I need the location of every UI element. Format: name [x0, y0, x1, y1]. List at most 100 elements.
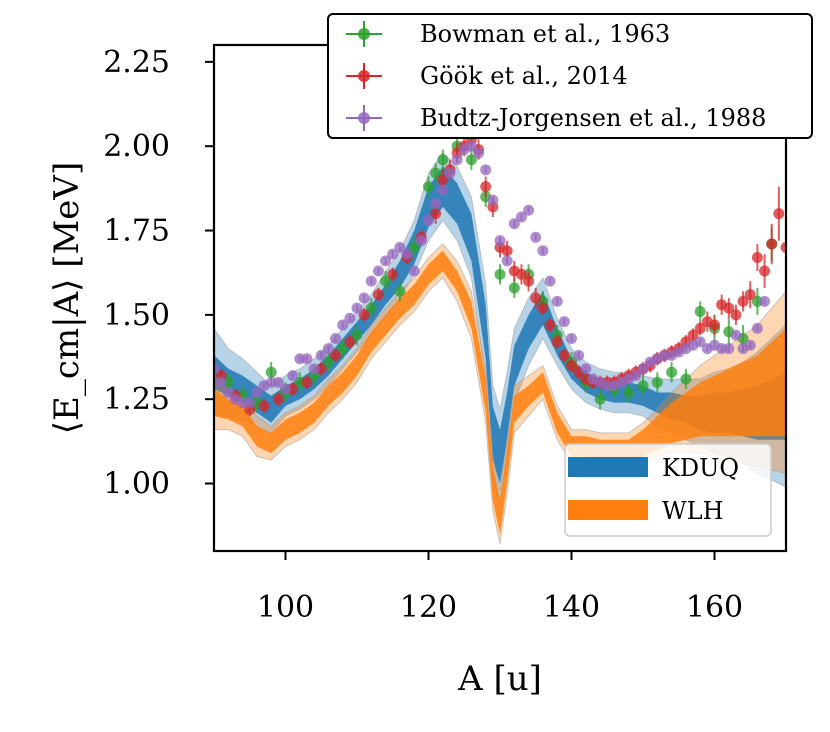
point-g-k-et-al-2014 — [537, 302, 549, 314]
point-budtz-jorgensen-et-al-1988 — [322, 343, 334, 355]
point-g-k-et-al-2014 — [687, 329, 699, 341]
point-g-k-et-al-2014 — [730, 309, 742, 321]
point-budtz-jorgensen-et-al-1988 — [244, 397, 256, 409]
point-budtz-jorgensen-et-al-1988 — [751, 322, 763, 334]
x-tick-label: 120 — [400, 590, 457, 625]
point-g-k-et-al-2014 — [501, 245, 513, 257]
point-budtz-jorgensen-et-al-1988 — [530, 231, 542, 243]
point-bowman-et-al-1963 — [423, 181, 434, 193]
point-budtz-jorgensen-et-al-1988 — [401, 248, 413, 260]
point-bowman-et-al-1963 — [594, 393, 606, 405]
y-axis: 1.00 1.25 1.50 1.75 2.00 2.25 — [103, 45, 214, 502]
point-budtz-jorgensen-et-al-1988 — [301, 353, 313, 365]
point-g-k-et-al-2014 — [515, 268, 527, 280]
point-budtz-jorgensen-et-al-1988 — [523, 204, 535, 216]
point-bowman-et-al-1963 — [380, 275, 392, 287]
point-bowman-et-al-1963 — [465, 154, 477, 166]
point-g-k-et-al-2014 — [723, 302, 735, 314]
point-bowman-et-al-1963 — [322, 356, 334, 368]
point-budtz-jorgensen-et-al-1988 — [694, 336, 706, 348]
point-g-k-et-al-2014 — [301, 376, 313, 388]
point-budtz-jorgensen-et-al-1988 — [630, 370, 642, 382]
point-budtz-jorgensen-et-al-1988 — [344, 312, 356, 324]
y-tick-label: 2.00 — [103, 129, 170, 164]
point-budtz-jorgensen-et-al-1988 — [214, 363, 220, 375]
point-g-k-et-al-2014 — [766, 238, 778, 250]
point-budtz-jorgensen-et-al-1988 — [337, 319, 349, 331]
point-bowman-et-al-1963 — [494, 268, 506, 280]
point-budtz-jorgensen-et-al-1988 — [637, 363, 649, 375]
point-g-k-et-al-2014 — [387, 268, 399, 280]
point-g-k-et-al-2014 — [759, 265, 771, 277]
legend-marker-budtz — [346, 105, 382, 131]
point-budtz-jorgensen-et-al-1988 — [308, 363, 320, 375]
series-g-k-et-al-2014 — [215, 129, 786, 417]
series-budtz-jorgensen-et-al-1988 — [214, 140, 771, 409]
point-bowman-et-al-1963 — [394, 285, 406, 297]
point-budtz-jorgensen-et-al-1988 — [351, 302, 363, 314]
point-g-k-et-al-2014 — [480, 181, 492, 193]
point-budtz-jorgensen-et-al-1988 — [487, 194, 499, 206]
point-g-k-et-al-2014 — [566, 359, 577, 371]
point-bowman-et-al-1963 — [265, 366, 277, 378]
point-budtz-jorgensen-et-al-1988 — [566, 332, 577, 344]
point-g-k-et-al-2014 — [372, 289, 384, 301]
x-tick-label: 140 — [543, 590, 600, 625]
point-budtz-jorgensen-et-al-1988 — [508, 218, 520, 230]
point-budtz-jorgensen-et-al-1988 — [394, 241, 406, 253]
band-wlh-inner — [214, 250, 786, 535]
legend-swatch-kduq — [568, 457, 648, 477]
y-tick-label: 1.75 — [103, 214, 170, 249]
point-g-k-et-al-2014 — [330, 349, 342, 361]
point-budtz-jorgensen-et-al-1988 — [222, 386, 234, 398]
point-budtz-jorgensen-et-al-1988 — [558, 316, 570, 328]
point-budtz-jorgensen-et-al-1988 — [723, 343, 735, 355]
point-g-k-et-al-2014 — [558, 349, 570, 361]
point-budtz-jorgensen-et-al-1988 — [280, 383, 291, 395]
point-budtz-jorgensen-et-al-1988 — [537, 245, 549, 257]
legend-label-wlh: WLH — [662, 497, 724, 525]
point-g-k-et-al-2014 — [737, 295, 749, 307]
point-g-k-et-al-2014 — [358, 309, 370, 321]
y-axis-label: ⟨E_cm|A⟩ [MeV] — [47, 162, 87, 434]
point-budtz-jorgensen-et-al-1988 — [251, 386, 263, 398]
point-budtz-jorgensen-et-al-1988 — [272, 376, 284, 388]
point-g-k-et-al-2014 — [544, 319, 556, 331]
band-kduq-inner — [214, 166, 786, 484]
point-budtz-jorgensen-et-al-1988 — [415, 235, 427, 247]
point-budtz-jorgensen-et-al-1988 — [372, 265, 384, 277]
point-bowman-et-al-1963 — [680, 373, 692, 385]
y-tick-label: 1.25 — [103, 382, 170, 417]
point-budtz-jorgensen-et-al-1988 — [473, 147, 485, 159]
legend-swatch-wlh — [568, 500, 648, 520]
point-g-k-et-al-2014 — [437, 174, 449, 186]
y-tick-label: 1.00 — [103, 467, 170, 502]
point-budtz-jorgensen-et-al-1988 — [480, 164, 492, 176]
point-budtz-jorgensen-et-al-1988 — [544, 275, 556, 287]
legend-marker-bowman — [346, 21, 382, 47]
point-g-k-et-al-2014 — [773, 208, 785, 220]
point-g-k-et-al-2014 — [430, 208, 442, 220]
legend-top: Bowman et al., 1963 Göök et al., 2014 Bu… — [327, 13, 813, 139]
point-budtz-jorgensen-et-al-1988 — [315, 349, 327, 361]
point-g-k-et-al-2014 — [744, 289, 756, 301]
point-g-k-et-al-2014 — [523, 275, 535, 287]
point-budtz-jorgensen-et-al-1988 — [380, 255, 392, 267]
point-budtz-jorgensen-et-al-1988 — [551, 295, 563, 307]
point-bowman-et-al-1963 — [337, 343, 349, 355]
point-budtz-jorgensen-et-al-1988 — [365, 275, 377, 287]
point-g-k-et-al-2014 — [258, 400, 270, 412]
point-budtz-jorgensen-et-al-1988 — [494, 235, 506, 247]
point-budtz-jorgensen-et-al-1988 — [744, 339, 756, 351]
point-budtz-jorgensen-et-al-1988 — [451, 154, 463, 166]
point-budtz-jorgensen-et-al-1988 — [501, 255, 513, 267]
point-g-k-et-al-2014 — [780, 241, 786, 253]
legend-top-frame — [327, 13, 813, 139]
point-bowman-et-al-1963 — [623, 386, 635, 398]
point-g-k-et-al-2014 — [751, 252, 763, 264]
point-budtz-jorgensen-et-al-1988 — [358, 292, 370, 304]
point-budtz-jorgensen-et-al-1988 — [430, 198, 442, 210]
point-g-k-et-al-2014 — [530, 292, 542, 304]
legend-marker-gook — [346, 63, 382, 89]
